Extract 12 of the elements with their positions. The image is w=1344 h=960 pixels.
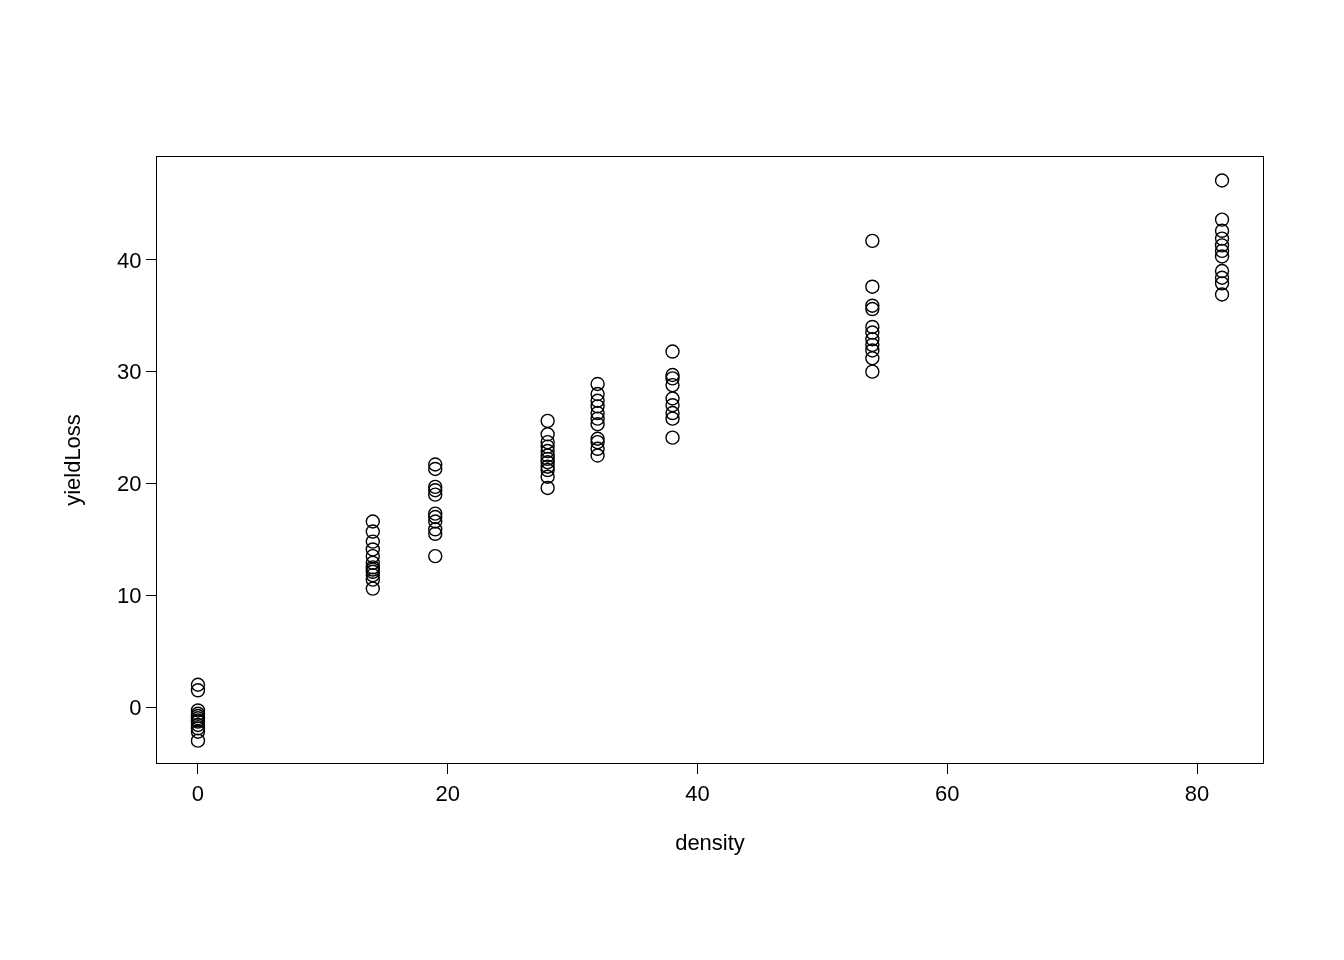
y-tick-label: 30	[116, 359, 142, 385]
y-tick-label: 10	[116, 582, 142, 608]
y-tick-label: 20	[116, 471, 142, 497]
y-tick-label: 0	[129, 694, 142, 720]
x-tick-label: 20	[435, 780, 460, 806]
y-axis-title: yieldLoss	[59, 414, 85, 506]
y-tick-label: 40	[116, 247, 142, 273]
x-tick-label: 80	[1184, 780, 1210, 806]
x-tick-label: 60	[935, 780, 960, 806]
x-axis-title: density	[675, 830, 745, 856]
x-tick-label: 40	[685, 780, 710, 806]
x-tick-label: 0	[191, 780, 205, 806]
